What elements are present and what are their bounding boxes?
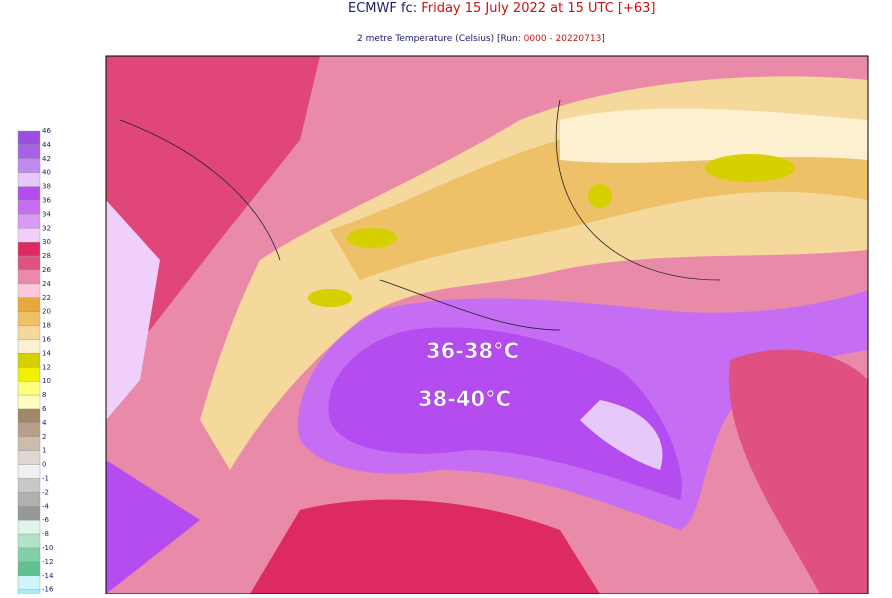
legend-swatch (17, 339, 41, 354)
legend-label: 28 (42, 252, 51, 260)
legend-swatch (17, 547, 41, 563)
legend-label: 16 (42, 336, 51, 344)
subtitle-suffix: ] (601, 34, 605, 44)
legend-swatch (17, 172, 41, 187)
legend-label: 14 (42, 349, 51, 357)
legend-swatch (17, 422, 41, 437)
legend-swatch (17, 228, 41, 243)
legend-label: -16 (42, 586, 54, 594)
legend-swatch (17, 269, 41, 285)
legend-swatch (17, 241, 41, 257)
legend-swatch (17, 492, 41, 507)
legend-label: 20 (42, 308, 51, 316)
legend-swatch (17, 450, 41, 465)
legend-swatch (17, 464, 41, 479)
legend-swatch (17, 506, 41, 521)
legend-swatch (17, 575, 41, 590)
legend-label: 10 (42, 377, 51, 385)
legend-label: -10 (42, 544, 53, 552)
legend-label: -14 (42, 572, 54, 580)
legend-label: 46 (42, 127, 51, 135)
legend-label: 22 (42, 294, 51, 302)
annotation: 36-38°C (426, 339, 519, 363)
legend-label: 2 (42, 433, 46, 441)
legend-label: 44 (42, 141, 51, 149)
legend-label: 36 (42, 197, 51, 205)
legend-label: 0 (42, 461, 46, 469)
legend-label: 24 (42, 280, 51, 288)
legend-swatch (17, 158, 41, 173)
legend-swatch (17, 478, 41, 493)
legend-label: -6 (42, 516, 50, 524)
legend-swatch (17, 533, 41, 549)
legend-swatch (17, 311, 41, 326)
legend-label: 42 (42, 155, 51, 163)
legend-label: -12 (42, 558, 53, 566)
legend-label: 4 (42, 419, 47, 427)
legend-swatch (17, 255, 41, 271)
legend-label: -8 (42, 530, 49, 538)
legend-swatch (17, 144, 41, 159)
legend-swatch (17, 408, 41, 424)
title-date: Friday 15 July 2022 at 15 UTC [+63] (421, 1, 655, 16)
legend-swatch (17, 186, 41, 201)
subtitle-run: 0000 - 20220713 (524, 34, 602, 44)
subtitle-prefix: 2 metre Temperature (Celsius) [Run: (357, 34, 521, 44)
legend-swatch (17, 325, 41, 340)
legend-swatch (17, 436, 41, 451)
legend-label: 18 (42, 322, 51, 330)
subtitle: 2 metre Temperature (Celsius) [Run: 0000… (357, 34, 605, 44)
legend-swatch (17, 561, 41, 577)
legend-label: 1 (42, 447, 46, 455)
title: ECMWF fc: Friday 15 July 2022 at 15 UTC … (348, 1, 656, 16)
legend-swatch (17, 520, 41, 535)
legend-swatch (17, 283, 41, 298)
legend-swatch (17, 214, 41, 229)
legend-label: 38 (42, 183, 51, 191)
legend-swatch (17, 130, 41, 146)
legend-label: 8 (42, 391, 46, 399)
legend-label: 34 (42, 210, 51, 218)
legend-label: -1 (42, 475, 49, 483)
legend-label: 40 (42, 169, 51, 177)
legend-label: 12 (42, 363, 51, 371)
legend-swatch (17, 394, 41, 410)
legend-swatch (17, 353, 41, 368)
title-prefix: ECMWF fc: (348, 1, 417, 16)
legend-swatch (17, 200, 41, 215)
legend-label: 26 (42, 266, 51, 274)
legend-label: -2 (42, 488, 49, 496)
legend-label: 32 (42, 224, 51, 232)
map: 36-38°C 38-40°C (106, 56, 868, 594)
legend-swatch (17, 381, 41, 396)
annotation: 38-40°C (418, 387, 511, 411)
legend-label: 6 (42, 405, 47, 413)
legend-swatch (17, 297, 41, 312)
legend-swatch (17, 589, 41, 598)
legend-swatch (17, 367, 41, 382)
legend: 4644424038363432302826242220181614121086… (17, 127, 54, 598)
legend-label: 30 (42, 238, 51, 246)
legend-label: -4 (42, 502, 50, 510)
